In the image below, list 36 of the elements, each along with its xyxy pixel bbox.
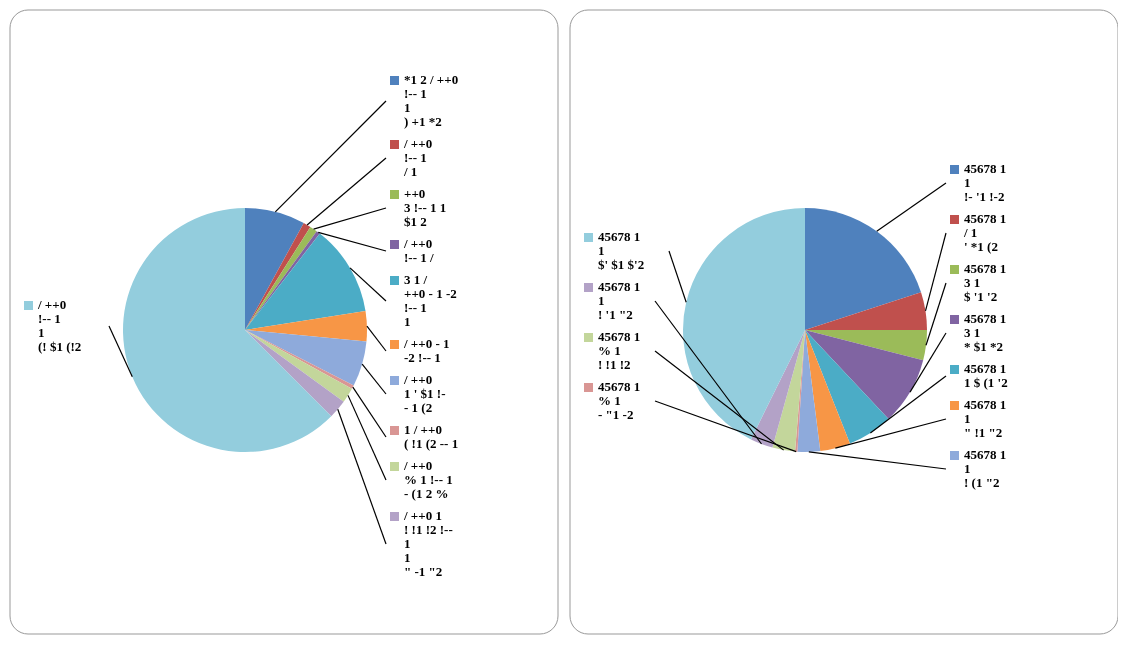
legend-label: 45678 1 1 $ (1 '2 — [964, 361, 1008, 390]
pie-slice — [245, 310, 367, 342]
legend-label: 45678 1 1 " !1 "2 — [964, 397, 1007, 440]
legend-label: 45678 1 1 !- '1 !-2 — [964, 161, 1007, 204]
legend-label: ++0 3 !-- 1 1 $1 2 — [404, 186, 447, 229]
pie-slice — [772, 330, 805, 452]
legend-label: 45678 1 3 1 $ '1 '2 — [964, 261, 1007, 304]
legend-label: 45678 1 1 ! '1 "2 — [598, 279, 641, 322]
pie-slice — [805, 330, 924, 419]
legend-label: / ++0 !-- 1 / 1 — [403, 136, 433, 179]
legend-label: *1 2 / ++0 !-- 1 1 ) +1 *2 — [404, 72, 459, 129]
pie-slice — [805, 292, 927, 330]
legend-label: 45678 1 % 1 - "1 -2 — [598, 379, 641, 422]
legend-label: / ++0 1 ' $1 !- - 1 (2 — [403, 372, 446, 415]
pie-slice — [805, 208, 922, 330]
pie-slice — [245, 233, 366, 330]
pie-slice — [750, 330, 805, 448]
legend-label: 45678 1 1 $' $1 $'2 — [598, 229, 645, 272]
legend-label: / ++0 !-- 1 / — [403, 236, 434, 265]
pie-slice — [245, 330, 352, 402]
pie-slice — [245, 208, 304, 330]
pie-slice — [805, 330, 850, 452]
legend-label: / ++0 !-- 1 1 (! $1 (!2 — [37, 297, 82, 354]
legend-label: / ++0 1 ! !1 !2 !-- 1 1 " -1 "2 — [403, 508, 453, 579]
legend-label: 45678 1 / 1 ' *1 (2 — [963, 211, 1007, 254]
legend-label: / ++0 - 1 -2 !-- 1 — [403, 336, 450, 365]
legend-label: 3 1 / ++0 - 1 -2 !-- 1 1 — [404, 272, 457, 329]
pie-slice — [123, 208, 332, 452]
legend-label: / ++0 % 1 !-- 1 - (1 2 % — [403, 458, 453, 501]
pie-slice — [805, 330, 889, 444]
legend-label: 45678 1 3 1 * $1 *2 — [964, 311, 1007, 354]
legend-label: 45678 1 % 1 ! !1 !2 — [598, 329, 641, 372]
pie-slice — [683, 208, 805, 440]
legend-label: 45678 1 1 ! (1 "2 — [964, 447, 1007, 490]
pie-slice — [805, 330, 927, 361]
legend-label: 1 / ++0 ( !1 (2 -- 1 — [404, 422, 459, 451]
